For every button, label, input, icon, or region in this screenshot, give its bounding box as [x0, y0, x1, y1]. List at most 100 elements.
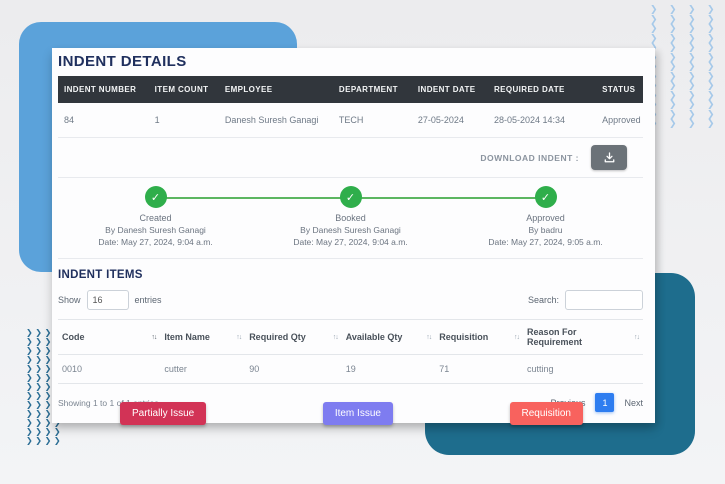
chevron-icon: ❯ — [35, 391, 42, 400]
chevron-icon: ❯ — [669, 23, 677, 33]
chevron-icon: ❯ — [707, 80, 715, 90]
chevron-icon: ❯ — [669, 51, 677, 62]
chevron-icon: ❯ — [35, 436, 42, 445]
chevron-icon: ❯ — [707, 32, 715, 43]
chevron-icon: ❯ — [26, 436, 33, 445]
chevron-icon: ❯ — [688, 51, 696, 62]
next-button[interactable]: Next — [624, 397, 643, 408]
chevron-icon: ❯ — [44, 328, 52, 337]
chevron-icon: ❯ — [35, 355, 42, 364]
chevron-icon: ❯ — [707, 89, 715, 100]
chevron-icon: ❯ — [26, 364, 33, 373]
chevron-icon: ❯ — [688, 32, 696, 43]
partially-issue-button[interactable]: Partially Issue — [120, 402, 207, 425]
chevron-icon: ❯ — [44, 409, 52, 418]
sort-icon: ↑↓ — [634, 333, 640, 341]
indent-date-value: 27-05-2024 — [411, 103, 488, 138]
chevron-icon: ❯ — [688, 42, 696, 52]
chevron-icon: ❯ — [35, 427, 42, 436]
chevron-icon: ❯ — [707, 51, 715, 62]
chevron-icon: ❯ — [44, 346, 52, 355]
step-by: By Danesh Suresh Ganagi — [300, 225, 401, 235]
col-required-qty[interactable]: Required Qty ↑↓ — [245, 319, 342, 355]
chevron-icon: ❯ — [44, 436, 52, 445]
item-count-value: 1 — [148, 103, 219, 138]
entries-info: Showing 1 to 1 of 1 entries — [58, 397, 159, 408]
chevron-icon: ❯ — [44, 427, 52, 436]
requisition-button[interactable]: Requisition — [509, 402, 583, 425]
indent-details-table: INDENT NUMBER ITEM COUNT EMPLOYEE DEPART… — [58, 76, 643, 138]
required-date-value: 28-05-2024 14:34 — [487, 103, 597, 138]
item-requisition: 71 — [435, 354, 524, 384]
chevron-icon: ❯ — [688, 61, 696, 71]
chevron-icon: ❯ — [650, 4, 658, 14]
col-department: DEPARTMENT — [332, 76, 412, 103]
step-by: By badru — [528, 225, 563, 235]
check-circle-icon: ✓ — [339, 186, 362, 208]
table-controls: Show entries Search: — [58, 290, 643, 310]
chevron-icon: ❯ — [35, 418, 42, 427]
col-available-qty[interactable]: Available Qty ↑↓ — [341, 319, 436, 355]
chevron-icon: ❯ — [35, 400, 42, 409]
item-issue-button[interactable]: Item Issue — [322, 402, 393, 425]
chevron-icon: ❯ — [707, 13, 715, 24]
chevron-pattern-top-right: ❯ ❯ ❯ ❯ ❯ ❯ ❯ ❯ ❯ ❯ ❯ ❯ ❯ ❯ ❯ ❯ ❯ ❯ ❯ ❯ ❯ ❯ ❯ ❯ ❯ ❯ ❯ ❯ ❯ ❯ ❯ ❯ ❯ ❯ ❯ ❯ ❯ ❯ ❯ ❯… — [650, 5, 725, 131]
item-row: 0010 cutter 90 19 71 cutting — [58, 354, 643, 384]
chevron-icon: ❯ — [707, 42, 715, 52]
chevron-icon: ❯ — [707, 108, 715, 119]
col-item-count: ITEM COUNT — [148, 76, 219, 103]
chevron-icon: ❯ — [707, 23, 715, 33]
item-available-qty: 19 — [341, 354, 436, 384]
chevron-icon: ❯ — [688, 13, 696, 24]
chevron-icon: ❯ — [669, 89, 677, 100]
entries-input[interactable] — [86, 290, 129, 310]
chevron-icon: ❯ — [688, 23, 696, 33]
chevron-icon: ❯ — [669, 4, 677, 14]
chevron-icon: ❯ — [44, 364, 52, 373]
chevron-icon: ❯ — [26, 346, 33, 355]
sort-icon: ↑↓ — [514, 333, 520, 341]
col-indent-date: INDENT DATE — [411, 76, 488, 103]
col-requisition[interactable]: Requisition ↑↓ — [435, 319, 524, 355]
step-date: Date: May 27, 2024, 9:04 a.m. — [98, 237, 213, 247]
chevron-icon: ❯ — [44, 355, 52, 364]
page-1-button[interactable]: 1 — [595, 393, 615, 412]
chevron-icon: ❯ — [26, 355, 33, 364]
search-label: Search: — [527, 295, 559, 305]
search-input[interactable] — [565, 290, 643, 310]
chevron-icon: ❯ — [669, 42, 677, 52]
action-buttons: Partially Issue Item Issue Requisition — [120, 402, 583, 425]
chevron-icon: ❯ — [688, 4, 696, 14]
search-control: Search: — [528, 290, 643, 310]
chevron-icon: ❯ — [669, 61, 677, 71]
download-indent-button[interactable] — [591, 145, 627, 170]
timeline-step-created: ✓ Created By Danesh Suresh Ganagi Date: … — [58, 186, 253, 247]
chevron-icon: ❯ — [669, 108, 677, 119]
item-reason: cutting — [523, 354, 643, 384]
step-date: Date: May 27, 2024, 9:05 a.m. — [488, 237, 603, 247]
chevron-icon: ❯ — [44, 382, 52, 391]
timeline-step-booked: ✓ Booked By Danesh Suresh Ganagi Date: M… — [253, 186, 448, 247]
entries-label: entries — [134, 295, 162, 305]
timeline: ✓ Created By Danesh Suresh Ganagi Date: … — [58, 178, 643, 259]
chevron-icon: ❯ — [650, 13, 658, 24]
status-badge: Approved — [596, 103, 643, 138]
chevron-icon: ❯ — [650, 42, 658, 52]
items-header-row: Code ↑↓ Item Name ↑↓ Required Qty ↑↓ Availa… — [58, 319, 643, 355]
sort-icon: ↑↓ — [426, 333, 432, 341]
chevron-icon: ❯ — [35, 373, 42, 382]
chevron-icon: ❯ — [688, 89, 696, 100]
item-code: 0010 — [58, 354, 161, 384]
col-indent-number: INDENT NUMBER — [58, 76, 149, 103]
step-name: Booked — [335, 213, 366, 223]
chevron-icon: ❯ — [44, 337, 52, 346]
chevron-icon: ❯ — [53, 436, 61, 445]
col-code[interactable]: Code ↑↓ — [58, 319, 161, 355]
download-icon — [603, 151, 616, 164]
chevron-icon: ❯ — [35, 328, 42, 337]
chevron-icon: ❯ — [669, 118, 677, 128]
col-item-name[interactable]: Item Name ↑↓ — [160, 319, 246, 355]
chevron-icon: ❯ — [688, 70, 696, 81]
col-reason[interactable]: Reason For Requirement ↑↓ — [523, 319, 643, 355]
